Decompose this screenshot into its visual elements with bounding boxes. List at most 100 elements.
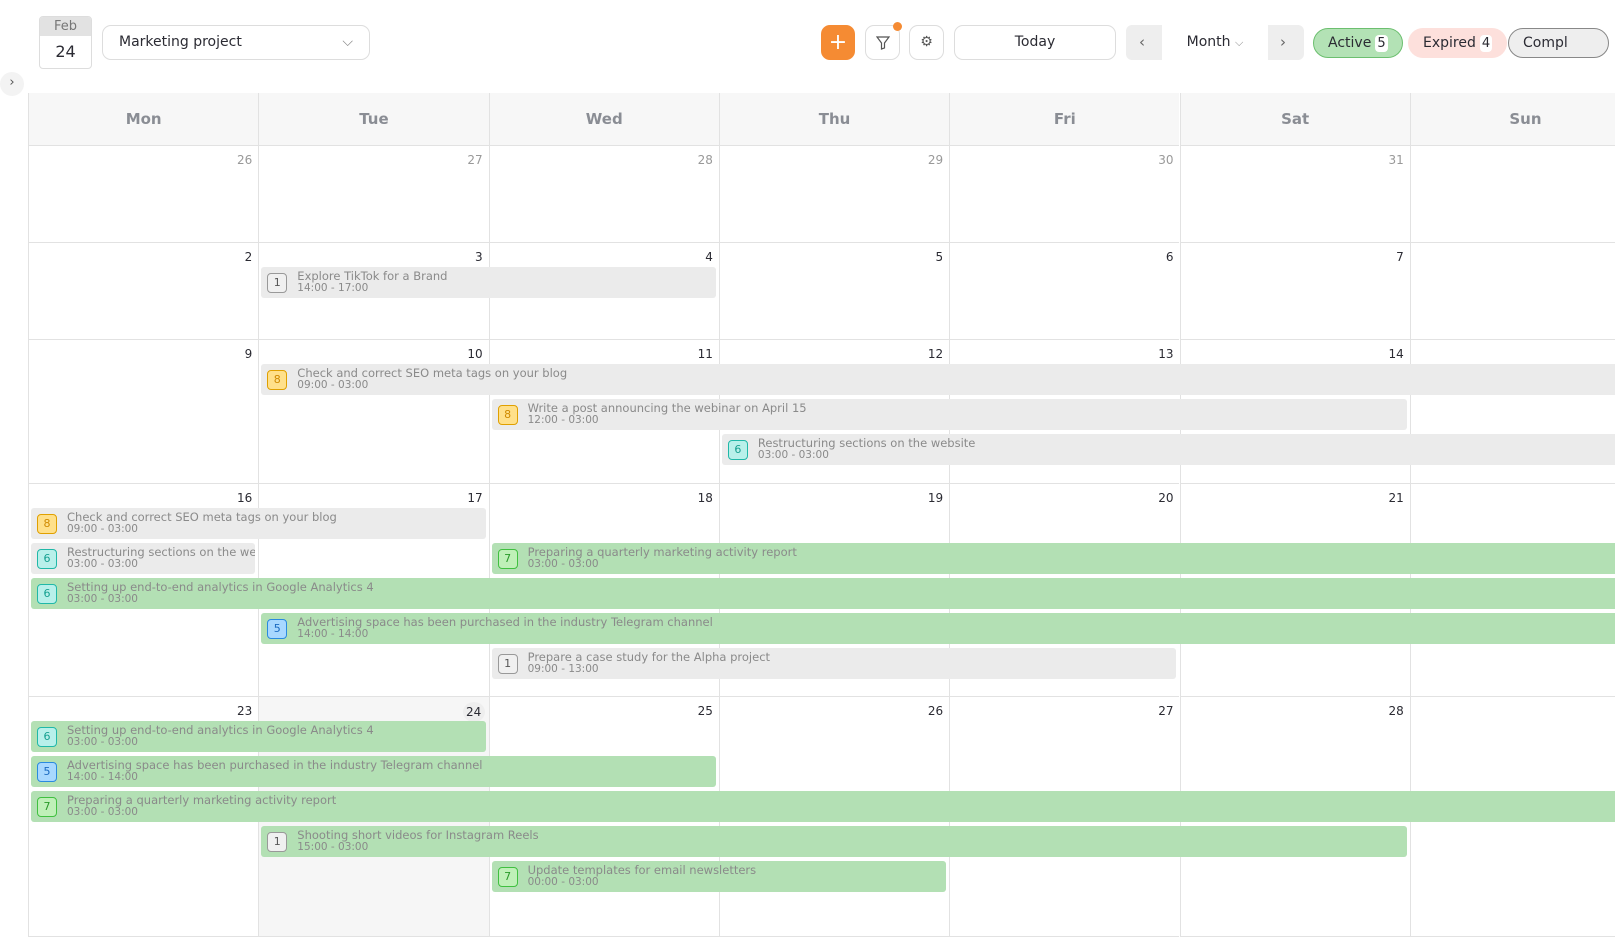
- day-number: 19: [927, 491, 944, 505]
- calendar-event[interactable]: 1 Prepare a case study for the Alpha proj…: [491, 648, 1177, 679]
- day-cell[interactable]: [1409, 146, 1615, 243]
- event-title: Restructuring sections on the website: [757, 436, 976, 450]
- event-title: Explore TikTok for a Brand: [297, 269, 448, 283]
- day-number: 10: [467, 347, 483, 361]
- event-priority-badge: 8: [267, 370, 288, 390]
- weekday-header: Mon: [28, 93, 259, 146]
- filter-count: 4: [1479, 35, 1493, 52]
- day-number: 13: [1158, 347, 1174, 361]
- day-cell[interactable]: 7: [1179, 243, 1410, 340]
- calendar-event[interactable]: 1 Shooting short videos for Instagram Ree…: [261, 826, 1407, 857]
- calendar-event[interactable]: 1 Explore TikTok for a Brand 14:00 - 17:00: [261, 267, 716, 298]
- event-time: 14:00 - 17:00: [297, 282, 369, 294]
- chevron-right-icon: ›: [9, 75, 15, 90]
- event-time: 03:00 - 03:00: [527, 558, 599, 570]
- calendar-event[interactable]: 6 Setting up end-to-end analytics in Goog…: [31, 721, 486, 752]
- current-date-box[interactable]: Feb 24: [39, 16, 92, 69]
- event-priority-badge: 1: [267, 273, 288, 293]
- event-title: Prepare a case study for the Alpha proje…: [527, 650, 771, 664]
- filter-expired[interactable]: Expired 4: [1408, 28, 1508, 58]
- settings-button[interactable]: ⚙: [909, 25, 944, 60]
- event-time: 09:00 - 03:00: [297, 379, 369, 391]
- day-cell[interactable]: 29: [718, 146, 950, 243]
- day-number: 27: [1158, 704, 1174, 718]
- event-title: Setting up end-to-end analytics in Googl…: [67, 723, 374, 737]
- gear-icon: ⚙: [920, 34, 933, 50]
- weekday-header: Fri: [949, 93, 1180, 146]
- day-cell[interactable]: 16: [28, 484, 259, 697]
- day-number: 28: [697, 153, 713, 167]
- prev-period-button[interactable]: ‹: [1139, 33, 1145, 51]
- add-button[interactable]: +: [821, 25, 855, 60]
- event-title: Restructuring sections on the website: [67, 545, 256, 559]
- event-title: Advertising space has been purchased in …: [67, 758, 483, 772]
- day-cell[interactable]: 31: [1179, 146, 1410, 243]
- day-number: 5: [935, 250, 944, 264]
- view-select[interactable]: Month ⌵: [1162, 25, 1268, 60]
- day-cell[interactable]: 10: [258, 340, 489, 484]
- day-number: 9: [244, 347, 253, 361]
- day-cell[interactable]: 3: [258, 243, 489, 340]
- weekday-header: Thu: [718, 93, 950, 146]
- event-priority-badge: 6: [37, 727, 57, 747]
- weekday-header: Wed: [488, 93, 719, 146]
- day-number: 20: [1158, 491, 1174, 505]
- calendar-event[interactable]: 8 Write a post announcing the webinar on …: [491, 399, 1407, 430]
- calendar-event[interactable]: 7 Preparing a quarterly marketing activit…: [491, 543, 1615, 574]
- calendar-event[interactable]: 8 Check and correct SEO meta tags on your…: [261, 364, 1615, 395]
- calendar-event[interactable]: 5 Advertising space has been purchased in…: [31, 756, 716, 787]
- filter-label: Expired: [1423, 35, 1476, 51]
- calendar-event[interactable]: 6 Setting up end-to-end analytics in Goog…: [31, 578, 1615, 609]
- event-time: 14:00 - 14:00: [297, 628, 369, 640]
- day-number: 23: [237, 704, 253, 718]
- day-cell[interactable]: 26: [28, 146, 259, 243]
- day-number: 30: [1158, 153, 1174, 167]
- event-title: Update templates for email newsletters: [527, 863, 757, 877]
- day-cell[interactable]: 27: [258, 146, 489, 243]
- today-button[interactable]: Today: [954, 25, 1116, 60]
- event-priority-badge: 8: [37, 514, 57, 534]
- event-priority-badge: 6: [37, 584, 57, 604]
- day-number: 6: [1165, 250, 1174, 264]
- event-time: 03:00 - 03:00: [67, 593, 138, 605]
- day-cell[interactable]: 5: [718, 243, 950, 340]
- event-title: Check and correct SEO meta tags on your …: [67, 510, 337, 524]
- event-priority-badge: 5: [37, 762, 57, 782]
- day-number: 26: [237, 153, 253, 167]
- period-navigator: ‹ Month ⌵ ›: [1126, 25, 1304, 60]
- day-number: 17: [467, 491, 483, 505]
- event-time: 12:00 - 03:00: [527, 414, 599, 426]
- project-select[interactable]: Marketing project ⌵: [102, 25, 370, 60]
- event-title: Advertising space has been purchased in …: [297, 615, 713, 629]
- day-cell[interactable]: 28: [488, 146, 719, 243]
- calendar-event[interactable]: 7 Update templates for email newsletters 0…: [491, 861, 947, 892]
- filter-button[interactable]: [865, 22, 902, 60]
- sidebar-expand-button[interactable]: ›: [0, 72, 24, 96]
- day-number: 3: [474, 250, 483, 264]
- day-number: 21: [1388, 491, 1404, 505]
- day-cell[interactable]: 11: [488, 340, 719, 484]
- calendar-event[interactable]: 5 Advertising space has been purchased in…: [261, 613, 1615, 644]
- day-cell[interactable]: 30: [949, 146, 1180, 243]
- calendar-event[interactable]: 6 Restructuring sections on the website03…: [31, 543, 256, 574]
- next-period-button[interactable]: ›: [1280, 33, 1286, 51]
- day-cell[interactable]: 9: [28, 340, 259, 484]
- filter-active[interactable]: Active 5: [1313, 28, 1403, 58]
- calendar-event[interactable]: 8 Check and correct SEO meta tags on your…: [31, 508, 486, 539]
- day-cell[interactable]: 6: [949, 243, 1180, 340]
- event-title: Check and correct SEO meta tags on your …: [297, 366, 568, 380]
- event-time: 14:00 - 14:00: [67, 771, 138, 783]
- filter-completed[interactable]: Compl: [1508, 28, 1609, 58]
- calendar-event[interactable]: 7 Preparing a quarterly marketing activit…: [31, 791, 1615, 822]
- project-select-value: Marketing project: [119, 34, 242, 50]
- event-time: 03:00 - 03:00: [67, 736, 138, 748]
- day-number: 28: [1388, 704, 1404, 718]
- day-cell[interactable]: [1409, 243, 1615, 340]
- day-cell[interactable]: 2: [28, 243, 259, 340]
- day-number: 29: [927, 153, 944, 167]
- event-title: Setting up end-to-end analytics in Googl…: [67, 580, 374, 594]
- day-number: 26: [927, 704, 944, 718]
- day-cell[interactable]: [1409, 340, 1615, 484]
- day-number: 31: [1388, 153, 1404, 167]
